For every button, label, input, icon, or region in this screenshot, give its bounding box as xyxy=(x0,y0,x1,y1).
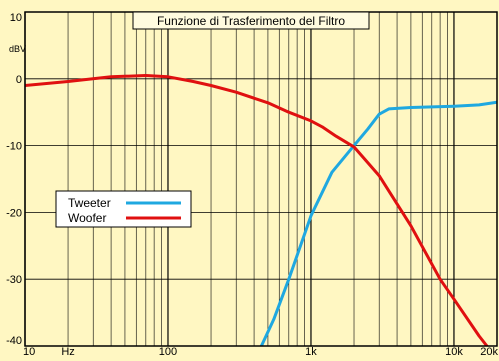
x-tick-labels: 10 Hz 100 1k 10k 20k xyxy=(23,346,498,358)
y-tick-label: -30 xyxy=(6,274,22,286)
y-unit-label: dBV xyxy=(9,44,26,54)
chart-title: Funzione di Trasferimento del Filtro xyxy=(157,14,345,28)
series-line-woofer xyxy=(25,74,489,346)
x-tick-label: 10 xyxy=(23,346,35,356)
y-tick-label: -20 xyxy=(6,207,22,219)
y-tick-label: -10 xyxy=(6,141,22,153)
legend-label-tweeter: Tweeter xyxy=(68,196,111,210)
y-tick-label: 0 xyxy=(16,74,22,86)
y-tick-label: -40 xyxy=(6,335,22,347)
x-tick-label: 20k xyxy=(480,346,498,356)
title-box: Funzione di Trasferimento del Filtro xyxy=(132,11,370,30)
y-tick-label: 10 xyxy=(10,12,22,24)
series-line-tweeter xyxy=(259,100,497,346)
legend-label-woofer: Woofer xyxy=(68,211,106,225)
x-tick-label: 1k xyxy=(305,346,317,356)
plot-background xyxy=(25,12,497,346)
legend-box xyxy=(55,190,192,228)
x-tick-label: Hz xyxy=(61,346,74,356)
y-tick-labels: 10 0 -10 -20 -30 -40 xyxy=(6,12,22,347)
grid xyxy=(24,11,498,347)
x-tick-label: 100 xyxy=(159,346,177,356)
x-tick-label: 10k xyxy=(445,346,463,356)
series-lines xyxy=(25,74,497,346)
